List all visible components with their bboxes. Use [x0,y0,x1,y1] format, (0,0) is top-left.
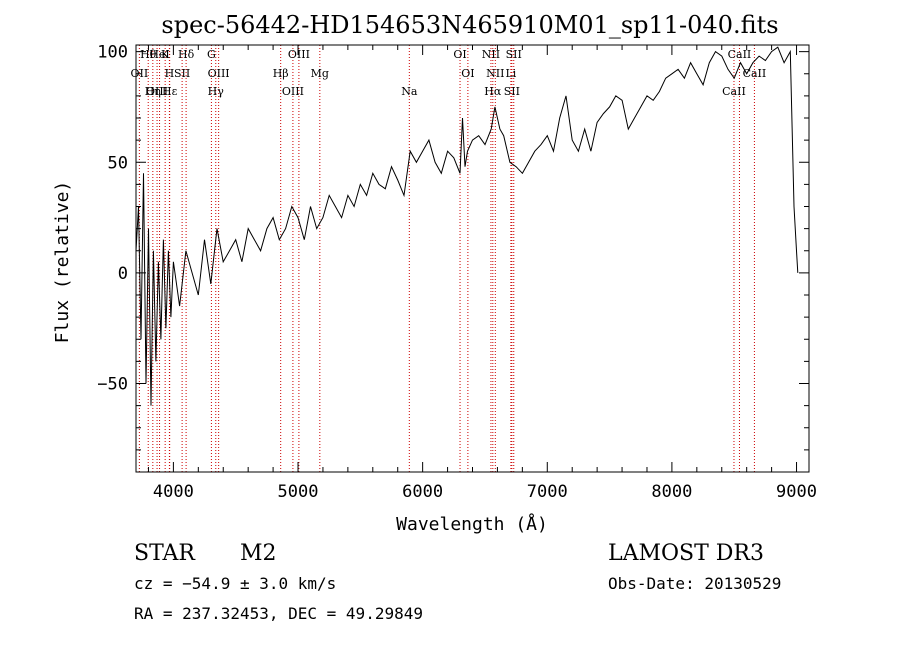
survey-name: LAMOST DR3 [608,541,764,566]
object-subclass: M2 [240,541,277,566]
spectral-line-label: Hη [145,85,161,98]
spectral-line-label: NII [486,67,504,80]
spectral-line-label: Hδ [178,48,195,61]
spectral-line-markers [138,45,755,472]
spectral-line-label: OI [461,67,474,80]
observation-date: Obs-Date: 20130529 [608,574,781,593]
spectral-line-label: SII [506,48,522,61]
spectral-line-label: SII [504,85,520,98]
spectral-line-label: Hα [484,85,502,98]
spectral-line-label: CaII [728,48,752,61]
redshift-velocity: cz = −54.9 ± 3.0 km/s [134,574,336,593]
spectral-line-label: G [207,48,216,61]
x-tick-label: 5000 [278,482,319,502]
spectral-line-label: OIII [288,48,310,61]
plot-frame [135,44,810,473]
chart-title: spec-56442-HD154653N465910M01_sp11-040.f… [161,11,778,39]
spectral-line-label: SII [174,67,190,80]
spectral-line-label: K [161,48,170,61]
y-axis-ticks: −50 0 50 100 [97,43,809,451]
spectral-line-labels: HθOIIOIIIKHHεHeISIIHηHδOIIIHγGHβOIIIOIII… [131,48,767,98]
spectral-line-label: Na [401,85,418,98]
spectral-line-label: H [165,67,175,80]
x-tick-label: 4000 [153,482,194,502]
spectrum-trace [135,46,799,406]
spectral-line-label: NII [482,48,500,61]
x-axis-ticks: 4000 5000 6000 7000 8000 9000 [147,45,817,502]
y-axis-label: Flux (relative) [52,181,73,344]
x-tick-label: 7000 [527,482,568,502]
y-tick-label: 50 [108,153,128,173]
coordinates: RA = 237.32453, DEC = 49.29849 [134,604,423,623]
spectral-line-label: Hβ [273,67,289,80]
spectral-line-label: Mg [311,67,329,80]
y-tick-label: −50 [97,375,128,395]
y-tick-label: 100 [97,43,128,63]
spectral-line-label: Hγ [208,85,225,98]
x-tick-label: 8000 [651,482,692,502]
spectral-line-label: CaII [722,85,746,98]
x-axis-label: Wavelength (Å) [396,513,548,535]
x-tick-label: 6000 [402,482,443,502]
spectral-line-label: Hε [162,85,178,98]
x-tick-label: 9000 [776,482,817,502]
spectral-line-label: HeI [149,48,169,61]
y-tick-label: 0 [118,264,128,284]
spectral-line-label: OIII [208,67,230,80]
spectral-line-label: Li [505,67,516,80]
spectral-line-label: OIII [282,85,304,98]
spectral-line-label: OIII [146,85,168,98]
spectral-line-label: OI [453,48,466,61]
object-class: STAR [134,541,196,566]
